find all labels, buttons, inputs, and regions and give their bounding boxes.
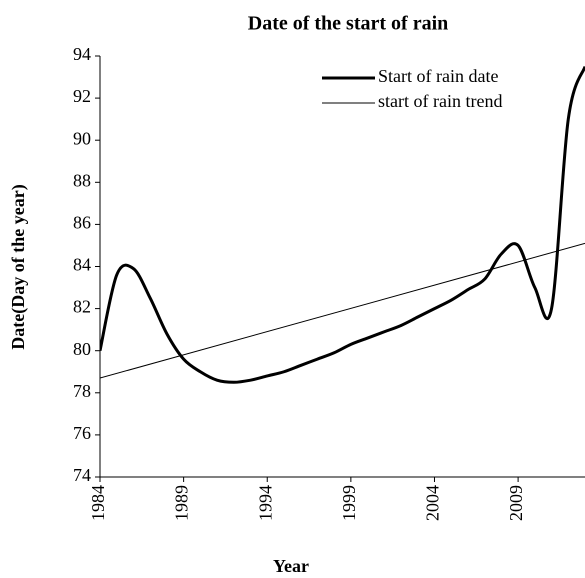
y-tick-label: 82: [73, 297, 91, 317]
y-tick-label: 90: [73, 128, 91, 148]
y-tick-label: 86: [73, 213, 91, 233]
data-line: [100, 65, 585, 384]
x-tick-label: 1999: [339, 485, 359, 521]
legend-label: start of rain trend: [378, 91, 502, 111]
y-axis-label: Date(Day of the year): [8, 184, 29, 349]
y-tick-label: 94: [73, 44, 91, 64]
x-axis-label: Year: [273, 556, 309, 576]
y-tick-label: 84: [73, 255, 91, 275]
x-tick-label: 2004: [423, 485, 443, 521]
y-tick-label: 80: [73, 339, 91, 359]
x-tick-label: 1994: [255, 485, 275, 521]
x-tick-label: 2009: [506, 485, 526, 521]
y-tick-label: 88: [73, 170, 91, 190]
y-tick-label: 92: [73, 86, 91, 106]
legend-label: Start of rain date: [378, 66, 498, 86]
data-line: [100, 242, 585, 379]
y-tick-label: 76: [73, 423, 91, 443]
y-tick-label: 78: [73, 381, 91, 401]
chart-title: Date of the start of rain: [248, 13, 449, 35]
x-tick-label: 1989: [172, 485, 192, 521]
plot: [100, 65, 585, 384]
x-tick-label: 1984: [88, 485, 108, 521]
y-tick-label: 74: [73, 465, 91, 485]
